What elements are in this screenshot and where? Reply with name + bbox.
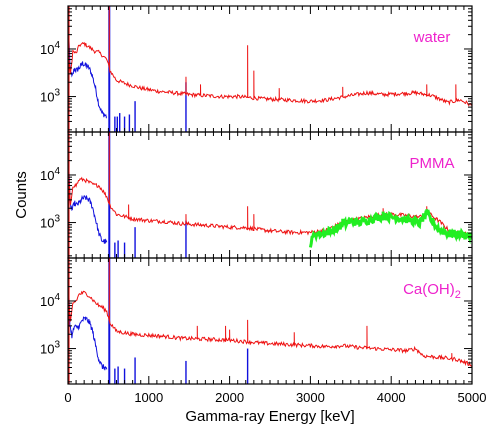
panel-frame — [67, 5, 473, 133]
x-axis-title: Gamma-ray Energy [keV] — [185, 408, 354, 425]
y-tick-exponent: 4 — [54, 166, 60, 177]
panel-label-main: water — [413, 29, 451, 46]
panel-plot-area — [68, 258, 472, 384]
y-tick-label: 103 — [40, 340, 60, 357]
panel-label: water — [413, 29, 451, 46]
y-tick-exponent: 4 — [54, 40, 60, 51]
y-tick-label: 104 — [40, 40, 60, 57]
y-tick-base: 10 — [40, 90, 54, 105]
x-tick-label: 0 — [64, 390, 71, 405]
panel-label: Ca(OH)2 — [403, 281, 461, 301]
blue-spectrum-line — [68, 144, 108, 244]
x-tick-label: 5000 — [458, 390, 487, 405]
panel-plot-area — [68, 6, 472, 132]
panel-plot-area — [68, 132, 472, 258]
panel-frame — [67, 131, 473, 259]
green-spectrum-line — [308, 208, 472, 248]
y-tick-exponent: 3 — [54, 214, 60, 225]
panel-label: PMMA — [410, 155, 455, 172]
x-tick-label: 3000 — [296, 390, 325, 405]
y-tick-base: 10 — [40, 294, 54, 309]
panel-label-main: Ca(OH) — [403, 281, 455, 298]
panel-frame — [67, 257, 473, 385]
y-axis-title: Counts — [13, 171, 30, 219]
y-tick-exponent: 3 — [54, 88, 60, 99]
x-tick-label: 4000 — [377, 390, 406, 405]
panel-label-subscript: 2 — [455, 289, 461, 301]
y-tick-base: 10 — [40, 42, 54, 57]
x-tick-label: 2000 — [215, 390, 244, 405]
y-tick-label: 103 — [40, 214, 60, 231]
y-tick-base: 10 — [40, 342, 54, 357]
y-tick-base: 10 — [40, 216, 54, 231]
y-tick-label: 103 — [40, 88, 60, 105]
blue-spectrum-line — [68, 14, 108, 119]
x-tick-label: 1000 — [134, 390, 163, 405]
blue-spectrum-line — [68, 266, 108, 371]
y-tick-label: 104 — [40, 166, 60, 183]
y-tick-base: 10 — [40, 168, 54, 183]
y-tick-exponent: 4 — [54, 292, 60, 303]
y-tick-exponent: 3 — [54, 340, 60, 351]
y-tick-label: 104 — [40, 292, 60, 309]
panel-label-main: PMMA — [410, 155, 455, 172]
red-spectrum-line — [68, 6, 472, 107]
red-spectrum-line — [68, 258, 472, 368]
